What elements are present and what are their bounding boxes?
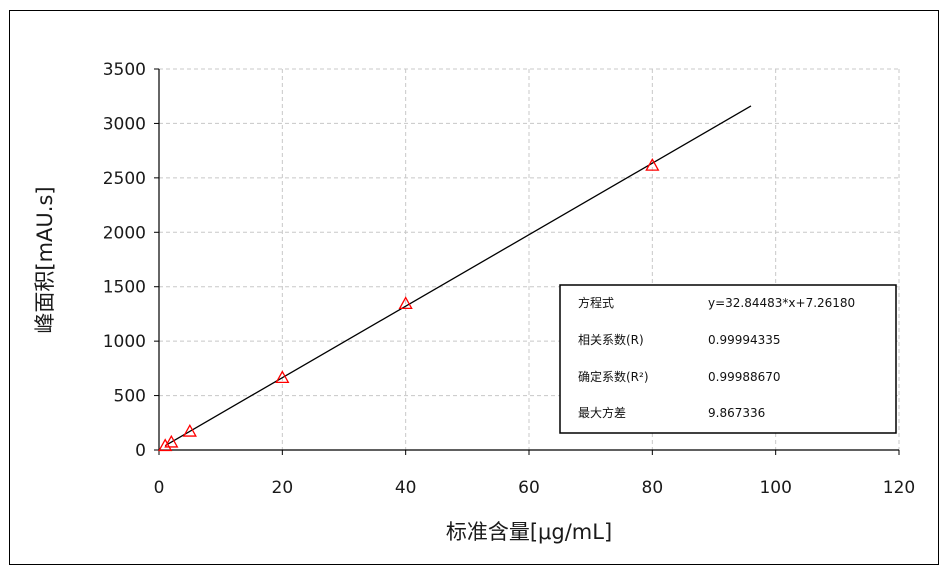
x-tick-label-0: 0 xyxy=(154,478,165,498)
data-point-0 xyxy=(158,438,173,452)
stat-value-r2: 0.99988670 xyxy=(708,370,781,384)
axes xyxy=(154,68,900,455)
x-tick-label-1: 20 xyxy=(272,478,294,498)
x-tick-label-2: 40 xyxy=(395,478,417,498)
stat-label-r2: 确定系数(R²) xyxy=(578,369,649,384)
y-tick-label-6: 3000 xyxy=(103,114,146,134)
data-point-1 xyxy=(164,434,179,448)
data-point-3 xyxy=(275,370,290,384)
y-tick-label-2: 1000 xyxy=(103,332,146,352)
x-tick-label-5: 100 xyxy=(759,478,791,498)
data-point-2 xyxy=(182,423,197,437)
y-tick-label-4: 2000 xyxy=(103,223,146,243)
stat-value-max-variance: 9.867336 xyxy=(708,406,765,420)
y-tick-label-7: 3500 xyxy=(103,60,146,80)
data-points xyxy=(158,158,660,452)
y-tick-label-1: 500 xyxy=(114,387,146,407)
stat-value-equation: y=32.84483*x+7.26180 xyxy=(708,296,855,310)
statistics-box-border xyxy=(559,284,897,434)
x-tick-label-4: 80 xyxy=(642,478,664,498)
stat-value-r: 0.99994335 xyxy=(708,333,781,347)
y-tick-label-3: 1500 xyxy=(103,278,146,298)
y-tick-label-5: 2500 xyxy=(103,169,146,189)
fit-line-group xyxy=(164,105,752,447)
stat-label-r: 相关系数(R) xyxy=(578,332,644,347)
fit-line xyxy=(164,105,752,447)
y-tick-label-0: 0 xyxy=(135,441,146,461)
stat-label-equation: 方程式 xyxy=(578,295,614,310)
x-axis-title: 标准含量[μg/mL] xyxy=(446,520,612,544)
data-point-5 xyxy=(645,158,660,171)
statistics-box: 方程式 y=32.84483*x+7.26180 相关系数(R) 0.99994… xyxy=(559,284,897,434)
tick-labels: 0 20 40 60 80 100 120 0 500 1000 1500 2000 2500 3000 3… xyxy=(103,60,915,498)
stat-label-max-variance: 最大方差 xyxy=(578,405,626,420)
data-point-4 xyxy=(398,296,413,310)
x-tick-label-3: 60 xyxy=(518,478,540,498)
y-axis-title: 峰面积[mAU.s] xyxy=(33,186,57,333)
x-tick-label-6: 120 xyxy=(883,478,915,498)
